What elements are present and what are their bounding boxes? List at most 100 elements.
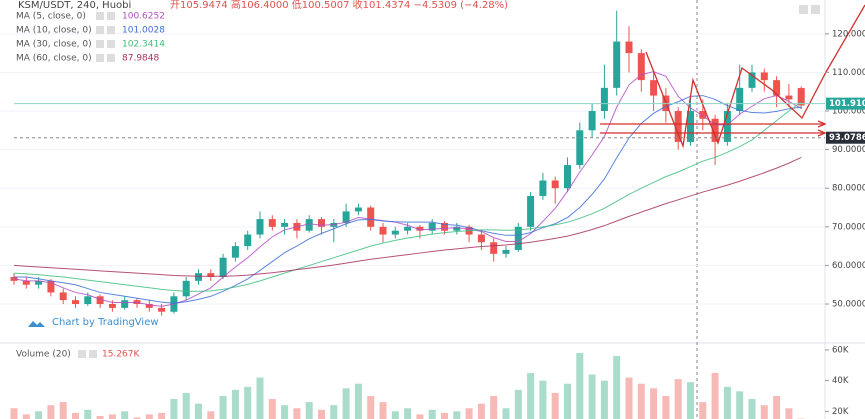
volume-bar — [133, 417, 141, 419]
legend-icon[interactable] — [107, 40, 115, 48]
volume-bar — [96, 415, 104, 419]
volume-bar — [170, 399, 178, 419]
legend-value: 100.6252 — [122, 12, 165, 22]
volume-bar — [576, 353, 584, 419]
y-tick-label: 60.0000 — [832, 261, 865, 271]
legend-name: MA (30, close, 0) — [16, 40, 92, 50]
y-tick-label: 40K — [832, 376, 849, 386]
volume-bar — [477, 403, 485, 419]
candle-body — [84, 296, 92, 305]
candle-body — [613, 41, 621, 88]
candle-body — [404, 226, 412, 231]
candle-body — [367, 207, 375, 227]
candle-body — [231, 246, 239, 258]
volume-bar — [231, 389, 239, 419]
candle-body — [760, 72, 768, 81]
volume-bar — [293, 408, 301, 419]
volume-bar — [318, 409, 325, 419]
legend-icon[interactable] — [107, 12, 115, 20]
y-tick-label: 80.0000 — [832, 184, 865, 194]
legend-icon[interactable] — [89, 350, 97, 358]
volume-bar — [428, 409, 436, 419]
tv-logo — [28, 321, 45, 327]
volume-bar — [121, 411, 129, 419]
candle-body — [145, 304, 153, 308]
candle-body — [564, 165, 571, 189]
volume-bar — [785, 408, 793, 419]
volume-bar — [219, 395, 227, 419]
volume-bar — [84, 409, 92, 419]
volume-bar — [22, 414, 30, 419]
candle-body — [244, 234, 252, 247]
candle-body — [35, 280, 43, 285]
legend-icon[interactable] — [96, 40, 104, 48]
candle-body — [441, 222, 448, 231]
legend-icon[interactable] — [96, 12, 104, 20]
volume-bar — [588, 374, 596, 419]
candle-body — [785, 95, 793, 100]
candle-body — [773, 80, 781, 96]
candle-body — [477, 234, 485, 243]
volume-bar — [182, 392, 190, 419]
candle-body — [576, 130, 584, 166]
legend-value: 101.0028 — [122, 26, 165, 36]
price-label-box — [826, 97, 865, 110]
volume-bar — [736, 391, 744, 419]
legend-icon[interactable] — [78, 350, 86, 358]
y-tick-label: 110.0000 — [832, 68, 865, 78]
legend-icon[interactable] — [96, 54, 104, 62]
ohlc-stats: 开105.9474 高106.4000 低100.5007 收101.4374 … — [170, 0, 508, 11]
pane-button[interactable] — [811, 5, 820, 14]
candle-body — [72, 300, 79, 305]
legend-icon[interactable] — [107, 26, 115, 34]
candle-body — [281, 222, 289, 227]
candle-body — [59, 292, 67, 301]
volume-bar — [490, 395, 498, 419]
drawings — [600, 4, 865, 149]
legend-icon[interactable] — [107, 54, 115, 62]
arrow — [817, 120, 827, 128]
volume-legend: Volume (20) — [16, 350, 71, 360]
candle-body — [551, 180, 559, 189]
candle-body — [514, 226, 522, 250]
volume-bar — [748, 399, 756, 419]
legend-name: MA (60, close, 0) — [16, 54, 92, 64]
legend-value: 102.3414 — [122, 40, 165, 50]
pane-button[interactable] — [799, 5, 808, 14]
volume-bar — [281, 405, 289, 419]
candle-body — [527, 195, 535, 227]
volume-bar — [145, 414, 153, 419]
volume-bar — [330, 405, 338, 419]
volume-bar — [723, 386, 731, 419]
legend-icon[interactable] — [96, 26, 104, 34]
candle-body — [22, 280, 30, 285]
legend-name: MA (5, close, 0) — [16, 12, 86, 22]
volume-bar — [367, 395, 375, 419]
y-tick-label: 100.0000 — [832, 107, 865, 117]
y-tick-label: 50.0000 — [832, 300, 865, 310]
candle-body — [490, 242, 498, 254]
volume-bar — [305, 402, 313, 419]
candle-body — [748, 72, 756, 88]
y-tick-label: 90.0000 — [832, 145, 865, 155]
volume-bar — [502, 408, 510, 419]
candle-body — [711, 118, 719, 142]
price-label: 101.9100 — [829, 99, 865, 109]
candle-body — [195, 273, 202, 281]
candle-body — [158, 307, 166, 312]
candle-body — [108, 304, 116, 308]
volume-bar — [760, 405, 768, 419]
candle-body — [354, 207, 362, 212]
volume-bar — [59, 402, 67, 419]
volume-last: 15.267K — [102, 350, 140, 360]
legend-value: 87.9848 — [122, 54, 159, 64]
candle-body — [318, 219, 325, 227]
symbol-title: KSM/USDT, 240, Huobi — [18, 0, 131, 11]
candle-body — [637, 53, 645, 81]
ma-line — [14, 95, 802, 304]
volume-bar — [416, 414, 424, 419]
candle-body — [182, 280, 190, 297]
candle-body — [600, 87, 608, 112]
